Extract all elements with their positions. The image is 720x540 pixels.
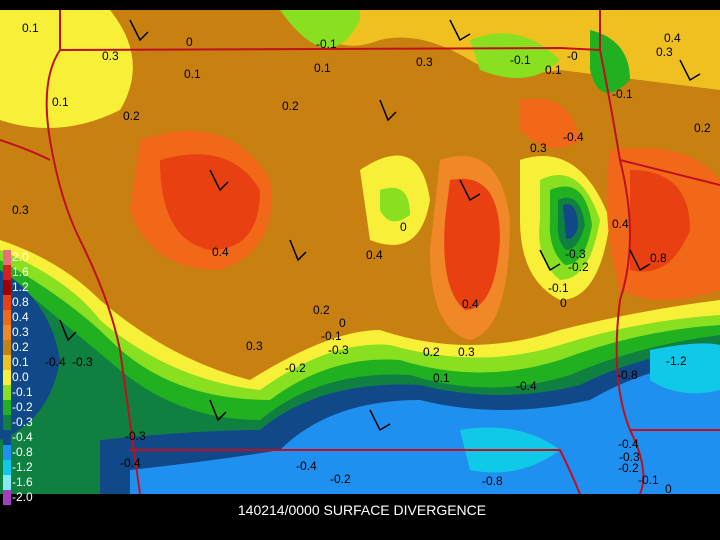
contour-label: 0 bbox=[186, 35, 193, 49]
legend-swatch bbox=[3, 490, 11, 505]
contour-label: -0.4 bbox=[45, 355, 66, 369]
legend-label: -1.6 bbox=[12, 475, 33, 489]
legend-label: 0.0 bbox=[12, 370, 29, 384]
legend-label: 0.1 bbox=[12, 355, 29, 369]
contour-label: 0 bbox=[665, 482, 672, 496]
contour-label: 0 bbox=[560, 296, 567, 310]
contour-label: 0.4 bbox=[212, 245, 229, 259]
legend-swatch bbox=[3, 295, 11, 310]
legend-label: 1.6 bbox=[12, 265, 29, 279]
legend-swatch bbox=[3, 460, 11, 475]
contour-label: 0.4 bbox=[462, 297, 479, 311]
contour-label: -0.4 bbox=[563, 130, 584, 144]
contour-label: 0.2 bbox=[282, 99, 299, 113]
contour-label: -0 bbox=[567, 49, 578, 63]
legend-swatch bbox=[3, 355, 11, 370]
legend-swatch bbox=[3, 340, 11, 355]
contour-label: -0.2 bbox=[618, 461, 639, 475]
legend-label: 0.8 bbox=[12, 295, 29, 309]
field bbox=[0, 10, 720, 494]
legend-label: -1.2 bbox=[12, 460, 33, 474]
contour-label: 0.1 bbox=[545, 63, 562, 77]
contour-label: 0.3 bbox=[12, 203, 29, 217]
contour-label: 0 bbox=[400, 220, 407, 234]
legend-swatch bbox=[3, 385, 11, 400]
contour-labels: 0.10.30.10.20.10.10 -0.10.3 -0.10.1-00.40.… bbox=[12, 21, 711, 496]
legend-label: 2.0 bbox=[12, 250, 29, 264]
contour-label: 0.4 bbox=[366, 248, 383, 262]
contour-label: 0.2 bbox=[423, 345, 440, 359]
contour-label: 0.1 bbox=[22, 21, 39, 35]
contour-label: 0.2 bbox=[123, 109, 140, 123]
contour-label: -0.2 bbox=[568, 260, 589, 274]
contour-label: 0.4 bbox=[612, 217, 629, 231]
contour-label: -0.1 bbox=[510, 53, 531, 67]
contour-label: -0.4 bbox=[516, 379, 537, 393]
contour-label: -0.4 bbox=[120, 456, 141, 470]
legend-swatch bbox=[3, 265, 11, 280]
legend-swatch bbox=[3, 475, 11, 490]
legend-swatch bbox=[3, 370, 11, 385]
contour-label: -0.3 bbox=[328, 343, 349, 357]
contour-label: -0.3 bbox=[72, 355, 93, 369]
contour-label: -0.1 bbox=[548, 281, 569, 295]
contour-label: 0.2 bbox=[694, 121, 711, 135]
contour-label: -0.2 bbox=[330, 472, 351, 486]
contour-label: 0.1 bbox=[184, 67, 201, 81]
contour-label: 0.1 bbox=[52, 95, 69, 109]
contour-label: 0.4 bbox=[664, 31, 681, 45]
contour-label: -0.4 bbox=[618, 437, 639, 451]
legend-label: -0.4 bbox=[12, 430, 33, 444]
contour-label: 0.1 bbox=[433, 371, 450, 385]
legend-swatch bbox=[3, 415, 11, 430]
wind-barbs bbox=[59, 19, 701, 432]
contour-label: 0.8 bbox=[650, 251, 667, 265]
contour-label: 0.1 bbox=[314, 61, 331, 75]
borders bbox=[0, 10, 720, 495]
contour-label: -0.4 bbox=[296, 459, 317, 473]
legend-label: -2.0 bbox=[12, 490, 33, 504]
legend-label: 1.2 bbox=[12, 280, 29, 294]
contour-label: 0.3 bbox=[530, 141, 547, 155]
contour-label: -0.1 bbox=[612, 87, 633, 101]
contour-label: 0.3 bbox=[416, 55, 433, 69]
contour-label: -0.8 bbox=[617, 368, 638, 382]
legend-label: -0.8 bbox=[12, 445, 33, 459]
legend-swatch bbox=[3, 445, 11, 460]
legend-swatch bbox=[3, 310, 11, 325]
legend-label: 0.2 bbox=[12, 340, 29, 354]
contour-label: 0.3 bbox=[656, 45, 673, 59]
caption: 140214/0000 SURFACE DIVERGENCE bbox=[238, 502, 486, 518]
legend-label: -0.2 bbox=[12, 400, 33, 414]
contour-label: 0.3 bbox=[458, 345, 475, 359]
contour-label: -0.1 bbox=[321, 329, 342, 343]
legend-label: -0.3 bbox=[12, 415, 33, 429]
legend-swatch bbox=[3, 400, 11, 415]
legend-swatch bbox=[3, 325, 11, 340]
contour-label: -0.3 bbox=[565, 247, 586, 261]
legend-swatch bbox=[3, 430, 11, 445]
legend-swatch bbox=[3, 250, 11, 265]
contour-label: -0.1 bbox=[638, 473, 659, 487]
legend-label: 0.3 bbox=[12, 325, 29, 339]
contour-label: -0.3 bbox=[619, 450, 640, 464]
contour-label: 0.3 bbox=[102, 49, 119, 63]
legend-label: 0.4 bbox=[12, 310, 29, 324]
legend-label: -0.1 bbox=[12, 385, 33, 399]
legend: 2.01.61.20.80.40.30.20.10.0-0.1-0.2-0.3-… bbox=[3, 250, 33, 505]
contour-label: -0.2 bbox=[285, 361, 306, 375]
contour-label: -0.3 bbox=[125, 429, 146, 443]
contour-label: -0.8 bbox=[482, 474, 503, 488]
contour-label: 0 bbox=[339, 316, 346, 330]
contour-label: 0.2 bbox=[313, 303, 330, 317]
contour-label: -1.2 bbox=[666, 354, 687, 368]
contour-label: -0.1 bbox=[316, 37, 337, 51]
legend-swatch bbox=[3, 280, 11, 295]
contour-label: 0.3 bbox=[246, 339, 263, 353]
